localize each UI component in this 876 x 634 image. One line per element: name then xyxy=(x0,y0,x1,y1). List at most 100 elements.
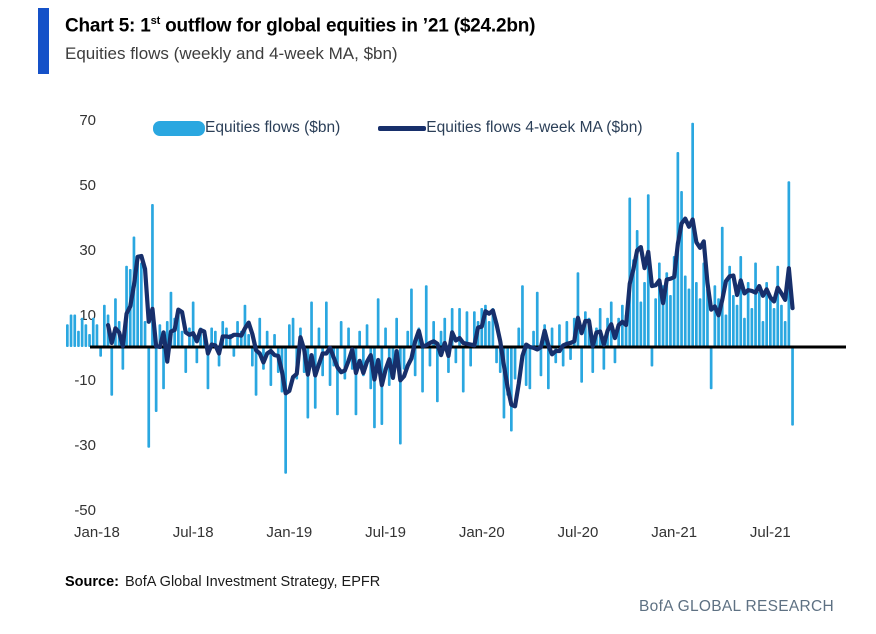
y-axis-tick-label: -50 xyxy=(74,502,96,519)
flow-bar xyxy=(687,288,691,347)
source-label: Source: xyxy=(65,574,119,590)
flow-bar xyxy=(757,291,761,347)
legend-label-flows: Equities flows ($bn) xyxy=(205,119,341,136)
chart-title-number: 1 xyxy=(135,15,151,37)
y-axis-tick-label: -30 xyxy=(74,437,96,454)
flow-bar xyxy=(443,317,447,347)
flow-bar xyxy=(110,347,114,396)
flow-bar xyxy=(621,304,624,347)
flow-bar xyxy=(406,330,410,347)
flow-bar xyxy=(735,304,739,347)
flow-bar xyxy=(769,295,772,347)
flow-bar xyxy=(569,347,572,360)
x-axis-tick-label: Jan-18 xyxy=(74,524,120,541)
flow-bar xyxy=(73,314,77,347)
x-axis-tick-label: Jul-19 xyxy=(365,524,406,541)
flow-bar xyxy=(739,256,743,347)
flow-bar xyxy=(84,324,88,347)
flow-bar xyxy=(513,347,517,380)
flow-bar xyxy=(206,347,210,390)
flow-bar xyxy=(550,327,554,347)
flow-bar xyxy=(336,347,339,416)
flow-bar xyxy=(258,317,262,347)
flow-bar xyxy=(691,122,694,347)
flow-bar xyxy=(395,317,398,347)
flow-bar xyxy=(632,259,635,347)
flow-bar xyxy=(591,347,595,373)
flow-bar xyxy=(66,324,69,347)
flow-bar xyxy=(746,282,750,347)
flow-bar xyxy=(780,304,783,347)
legend-item-flows: Equities flows ($bn) xyxy=(153,119,340,137)
flow-bar xyxy=(284,347,287,474)
flow-bar xyxy=(724,314,728,347)
flow-bar xyxy=(643,282,646,347)
flow-bar xyxy=(539,347,543,377)
flow-bar xyxy=(728,265,731,347)
flow-bar xyxy=(787,181,791,347)
flow-bar xyxy=(535,291,539,347)
flow-bar xyxy=(402,347,406,370)
x-axis-tick-label: Jul-18 xyxy=(173,524,214,541)
flow-bar xyxy=(424,285,428,347)
flow-bar xyxy=(547,347,550,390)
flow-bar xyxy=(650,347,654,367)
x-axis-tick-label: Jan-19 xyxy=(266,524,312,541)
flow-bar xyxy=(147,347,151,448)
flow-bar xyxy=(288,324,291,347)
flow-bar xyxy=(269,347,273,386)
flow-bar xyxy=(77,330,80,347)
x-axis-tick-label: Jan-20 xyxy=(459,524,505,541)
brand-watermark: BofA GLOBAL RESEARCH xyxy=(639,598,834,615)
flow-bar xyxy=(465,311,469,347)
flow-bar xyxy=(706,288,709,347)
legend-item-ma: Equities flows 4-week MA ($bn) xyxy=(378,119,643,137)
x-axis-tick-label: Jul-20 xyxy=(558,524,599,541)
flow-bar xyxy=(80,317,84,347)
flow-bar xyxy=(654,298,657,347)
chart-title-superscript: st xyxy=(150,15,161,27)
flow-bar xyxy=(709,347,713,390)
x-axis-tick-labels: Jan-18 Jul-18 Jan-19 Jul-19 Jan-20 Jul-20 Jan-… xyxy=(74,524,791,541)
flow-bar xyxy=(439,330,443,347)
flow-bar xyxy=(376,298,380,347)
flow-bar xyxy=(310,301,313,347)
y-axis-tick-label: 70 xyxy=(79,112,96,129)
flow-bar xyxy=(88,334,91,347)
flow-bar xyxy=(69,314,73,347)
flow-bar xyxy=(210,327,213,347)
flow-bar xyxy=(558,324,561,347)
flow-bar xyxy=(713,285,717,347)
flow-bar xyxy=(91,317,95,347)
flow-bar xyxy=(162,347,165,390)
flow-bar xyxy=(180,330,184,347)
flow-bar xyxy=(669,295,672,347)
weekly-flow-bars xyxy=(66,122,794,474)
flow-bar xyxy=(720,226,724,347)
x-axis-tick-label: Jan-21 xyxy=(651,524,697,541)
flow-bar xyxy=(347,327,350,347)
flow-bar xyxy=(521,285,524,347)
chart-title-label: Chart 5: xyxy=(65,15,136,37)
legend-label-ma: Equities flows 4-week MA ($bn) xyxy=(426,119,643,136)
y-axis-tick-label: -10 xyxy=(74,372,96,389)
flow-bar xyxy=(421,347,424,393)
flow-bar xyxy=(254,347,258,396)
flow-bar xyxy=(698,298,702,347)
flow-bar xyxy=(602,347,606,370)
flow-bar xyxy=(140,262,143,347)
y-axis-tick-label: 50 xyxy=(79,177,96,194)
flow-bar xyxy=(195,347,199,364)
flow-bar xyxy=(184,347,188,373)
flow-bar xyxy=(121,347,125,370)
flow-bar xyxy=(783,321,787,347)
flow-bar xyxy=(436,347,439,403)
chart-title: Chart 5: 1st outflow for global equities… xyxy=(65,15,536,37)
flow-bar xyxy=(613,347,617,364)
flow-bar xyxy=(328,347,332,386)
flow-bar xyxy=(365,324,369,347)
x-axis-tick-label: Jul-21 xyxy=(750,524,791,541)
